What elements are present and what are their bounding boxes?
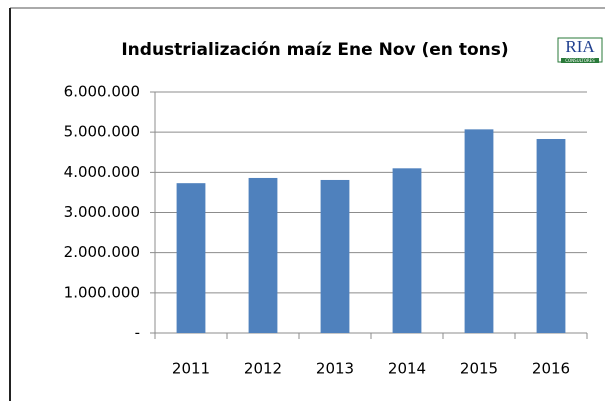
x-tick-label: 2012 <box>244 360 282 378</box>
y-tick-label: 4.000.000 <box>64 163 140 181</box>
logo-band <box>561 58 599 63</box>
y-tick-label: 6.000.000 <box>64 83 140 101</box>
x-tick-label: 2013 <box>316 360 354 378</box>
x-tick-label: 2016 <box>532 360 570 378</box>
x-tick-label: 2011 <box>172 360 210 378</box>
chart-title: Industrialización maíz Ene Nov (en tons) <box>121 40 508 60</box>
x-tick-label: 2014 <box>388 360 426 378</box>
bar <box>320 179 350 333</box>
logo: RIA CONSULTORES <box>557 37 603 63</box>
y-tick-label: 2.000.000 <box>64 243 140 261</box>
bar <box>392 168 422 333</box>
bar <box>536 138 566 333</box>
logo-subtitle: CONSULTORES <box>565 58 595 63</box>
bar <box>464 129 494 333</box>
y-tick-label: 5.000.000 <box>64 123 140 141</box>
y-tick-label: - <box>135 324 140 342</box>
bar <box>176 183 206 333</box>
logo-name: RIA <box>565 37 595 56</box>
x-tick-label: 2015 <box>460 360 498 378</box>
y-tick-label: 3.000.000 <box>64 203 140 221</box>
y-tick-label: 1.000.000 <box>64 283 140 301</box>
bar <box>248 177 278 333</box>
